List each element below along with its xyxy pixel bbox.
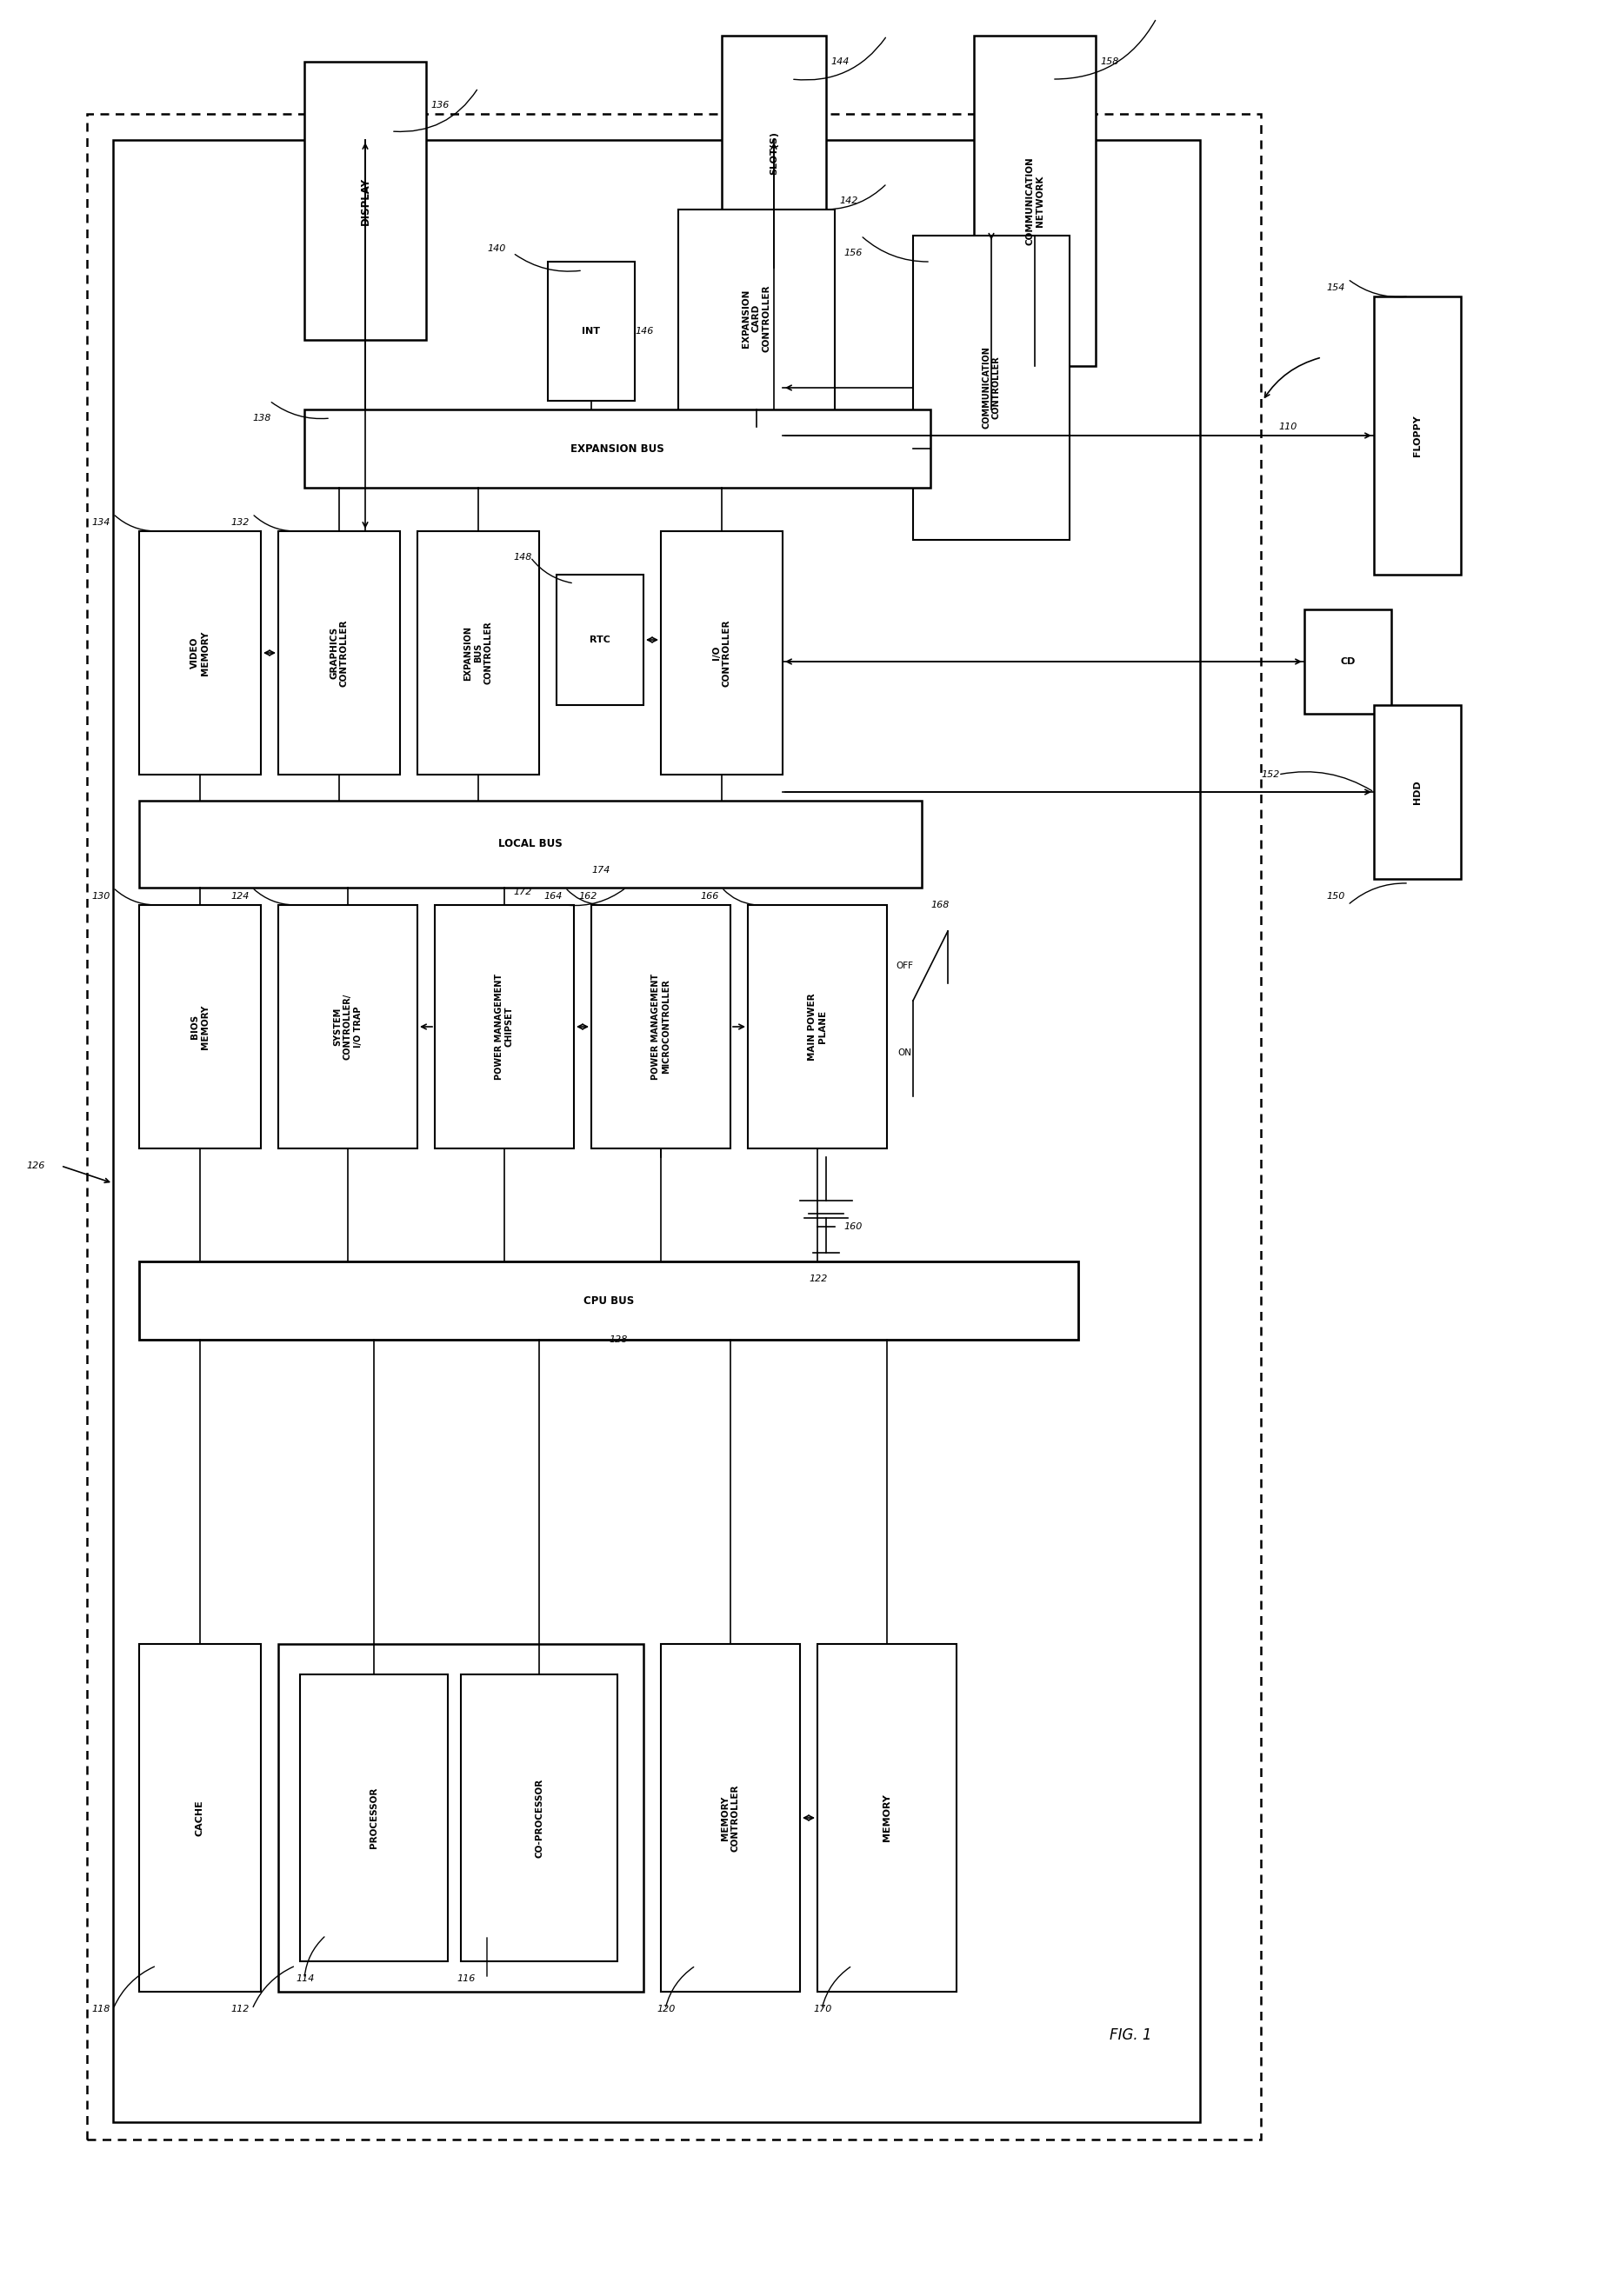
Bar [87, 115, 1260, 2140]
Bar [113, 140, 1200, 2122]
Text: 150: 150 [1327, 891, 1345, 900]
Text: 132: 132 [230, 519, 249, 526]
Bar [1304, 608, 1392, 714]
Text: 116: 116 [457, 1975, 475, 1984]
Bar [305, 409, 930, 487]
Bar [557, 574, 643, 705]
Bar [914, 236, 1069, 540]
Text: LOCAL BUS: LOCAL BUS [499, 838, 562, 850]
Bar [139, 801, 922, 889]
Text: 156: 156 [844, 248, 862, 257]
Bar [418, 530, 539, 774]
Text: MEMORY
CONTROLLER: MEMORY CONTROLLER [721, 1784, 740, 1851]
Bar [139, 530, 261, 774]
Text: 148: 148 [514, 553, 531, 563]
Text: 172: 172 [514, 889, 531, 895]
Text: CPU BUS: CPU BUS [583, 1295, 633, 1306]
Text: PROCESSOR: PROCESSOR [369, 1786, 377, 1848]
Text: 124: 124 [230, 891, 249, 900]
Text: MEMORY: MEMORY [883, 1793, 891, 1841]
Bar [434, 905, 573, 1148]
Bar [305, 62, 426, 340]
Text: EXPANSION
CARD
CONTROLLER: EXPANSION CARD CONTROLLER [742, 285, 771, 351]
Text: 140: 140 [488, 243, 505, 253]
Text: BIOS
MEMORY: BIOS MEMORY [191, 1003, 209, 1049]
Bar [591, 905, 731, 1148]
Text: 168: 168 [930, 900, 949, 909]
Text: 120: 120 [656, 2004, 676, 2014]
Text: 118: 118 [91, 2004, 110, 2014]
Bar [460, 1674, 617, 1961]
Text: EXPANSION BUS: EXPANSION BUS [570, 443, 664, 455]
Text: SYSTEM
CONTROLLER/
I/O TRAP: SYSTEM CONTROLLER/ I/O TRAP [334, 994, 363, 1061]
Bar [723, 37, 826, 271]
Text: OFF: OFF [896, 962, 914, 971]
Text: ON: ON [897, 1049, 912, 1056]
Bar [548, 262, 635, 402]
Text: 160: 160 [844, 1221, 862, 1231]
Bar [661, 530, 782, 774]
Text: CD: CD [1340, 657, 1356, 666]
Text: 110: 110 [1278, 422, 1298, 432]
Bar [279, 905, 418, 1148]
Text: 158: 158 [1100, 57, 1118, 67]
Text: POWER MANAGEMENT
MICROCONTROLLER: POWER MANAGEMENT MICROCONTROLLER [651, 974, 671, 1079]
Text: I/O
CONTROLLER: I/O CONTROLLER [713, 620, 731, 687]
Text: 122: 122 [808, 1274, 828, 1283]
Bar [279, 530, 400, 774]
Bar [279, 1644, 643, 1991]
Bar [661, 1644, 800, 1991]
Bar [1374, 705, 1461, 879]
Text: HDD: HDD [1413, 781, 1422, 804]
Text: 128: 128 [609, 1336, 627, 1343]
Text: 134: 134 [91, 519, 110, 526]
Text: VIDEO
MEMORY: VIDEO MEMORY [191, 631, 209, 675]
Text: 114: 114 [296, 1975, 314, 1984]
Text: 152: 152 [1260, 769, 1280, 778]
Text: 126: 126 [26, 1162, 45, 1171]
Bar [139, 1644, 261, 1991]
Bar [139, 1261, 1079, 1339]
Text: 130: 130 [91, 891, 110, 900]
Text: FLOPPY: FLOPPY [1413, 416, 1422, 457]
Text: 162: 162 [578, 891, 596, 900]
Text: POWER MANAGEMENT
CHIPSET: POWER MANAGEMENT CHIPSET [496, 974, 514, 1079]
Text: CACHE: CACHE [196, 1800, 204, 1837]
Text: SLOT(S): SLOT(S) [769, 131, 778, 174]
Text: COMMUNICATION
NETWORK: COMMUNICATION NETWORK [1025, 156, 1045, 246]
Text: COMMUNICATION
CONTROLLER: COMMUNICATION CONTROLLER [982, 347, 1001, 429]
Text: 154: 154 [1327, 282, 1345, 292]
Text: DISPLAY: DISPLAY [360, 177, 371, 225]
Text: 136: 136 [431, 101, 449, 110]
Text: EXPANSION
BUS
CONTROLLER: EXPANSION BUS CONTROLLER [463, 622, 492, 684]
Text: FIG. 1: FIG. 1 [1110, 2027, 1152, 2043]
Text: 174: 174 [591, 866, 609, 875]
Text: 144: 144 [831, 57, 849, 67]
Text: 138: 138 [253, 413, 271, 422]
Text: 164: 164 [543, 891, 562, 900]
Text: RTC: RTC [590, 636, 611, 645]
Bar [818, 1644, 956, 1991]
Text: 142: 142 [839, 197, 857, 204]
Bar [974, 37, 1095, 365]
Bar [679, 209, 834, 427]
Bar [748, 905, 888, 1148]
Text: GRAPHICS
CONTROLLER: GRAPHICS CONTROLLER [330, 620, 348, 687]
Text: 146: 146 [635, 326, 653, 335]
Bar [1374, 296, 1461, 574]
Text: INT: INT [582, 326, 601, 335]
Bar [139, 905, 261, 1148]
Text: 170: 170 [813, 2004, 831, 2014]
Text: CO-PROCESSOR: CO-PROCESSOR [535, 1777, 543, 1857]
Text: 166: 166 [700, 891, 719, 900]
Bar [300, 1674, 447, 1961]
Text: MAIN POWER
PLANE: MAIN POWER PLANE [808, 992, 826, 1061]
Text: 112: 112 [230, 2004, 249, 2014]
